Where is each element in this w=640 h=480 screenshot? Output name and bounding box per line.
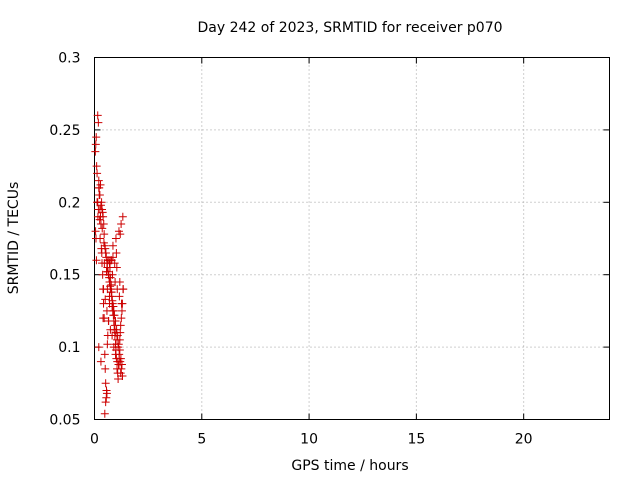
y-tick-label: 0.25 — [49, 123, 80, 139]
y-tick-label: 0.2 — [58, 195, 80, 211]
grid — [94, 57, 610, 420]
data-point — [114, 360, 123, 369]
data-point — [92, 133, 101, 142]
data-point — [117, 306, 126, 315]
data-point — [104, 270, 113, 279]
data-point — [95, 191, 104, 200]
data-point — [117, 314, 126, 323]
data-point — [110, 321, 119, 330]
data-point — [99, 238, 108, 247]
chart-title: Day 242 of 2023, SRMTID for receiver p07… — [197, 20, 502, 36]
data-point — [96, 357, 105, 366]
data-point — [100, 350, 109, 359]
data-point — [118, 212, 127, 221]
data-points — [91, 111, 128, 418]
x-tick-label: 5 — [197, 432, 206, 448]
data-point — [115, 277, 124, 286]
data-point — [116, 230, 125, 239]
data-point — [94, 118, 103, 127]
x-tick-label: 15 — [407, 432, 425, 448]
data-point — [112, 248, 121, 257]
axis-ticks: 0 5 10 15 20 0.05 0.1 0.15 0.2 0.25 0.3 — [49, 51, 610, 448]
data-point — [100, 230, 109, 239]
data-point — [92, 162, 101, 171]
data-point — [94, 205, 103, 214]
x-tick-label: 10 — [300, 432, 318, 448]
data-point — [109, 343, 118, 352]
data-point — [113, 335, 122, 344]
data-point — [101, 364, 110, 373]
data-point — [110, 311, 119, 320]
data-point — [91, 227, 100, 236]
data-point — [104, 317, 113, 326]
data-point — [105, 299, 114, 308]
data-point — [92, 256, 101, 265]
data-point — [103, 285, 112, 294]
data-point — [105, 263, 114, 272]
data-point — [97, 248, 106, 257]
data-point — [91, 147, 100, 156]
data-point — [111, 234, 120, 243]
data-point — [96, 234, 105, 243]
y-axis-label: SRMTID / TECUs — [6, 182, 22, 295]
data-point — [102, 393, 111, 402]
data-point — [93, 169, 102, 178]
data-point — [111, 317, 120, 326]
x-tick-label: 0 — [90, 432, 99, 448]
data-point — [107, 256, 116, 265]
data-point — [98, 208, 107, 217]
data-point — [102, 386, 111, 395]
y-tick-label: 0.3 — [58, 51, 80, 67]
data-point — [108, 331, 117, 340]
x-tick-label: 20 — [515, 432, 533, 448]
data-point — [91, 140, 100, 149]
y-tick-label: 0.15 — [49, 268, 80, 284]
data-point — [93, 111, 102, 120]
data-point — [93, 212, 102, 221]
data-point — [115, 292, 124, 301]
data-point — [94, 343, 103, 352]
data-point — [93, 198, 102, 207]
data-point — [96, 180, 105, 189]
data-point — [94, 176, 103, 185]
data-point — [111, 350, 120, 359]
data-point — [101, 295, 110, 304]
data-point — [117, 299, 126, 308]
data-point — [105, 292, 114, 301]
data-point — [117, 364, 126, 373]
data-point — [119, 285, 128, 294]
data-point — [100, 409, 109, 418]
data-point — [101, 398, 110, 407]
data-point — [99, 220, 108, 229]
data-point — [101, 379, 110, 388]
data-point — [112, 263, 121, 272]
data-point — [99, 314, 108, 323]
data-point — [106, 325, 115, 334]
x-axis-label: GPS time / hours — [291, 458, 408, 474]
data-point — [100, 259, 109, 268]
y-tick-label: 0.05 — [49, 413, 80, 429]
data-point — [98, 224, 107, 233]
plot-frame — [94, 57, 610, 420]
y-tick-label: 0.1 — [58, 340, 80, 356]
data-point — [117, 220, 126, 229]
data-point — [102, 306, 111, 315]
data-point — [115, 345, 124, 354]
data-point — [114, 374, 123, 383]
data-point — [114, 340, 123, 349]
data-point — [118, 372, 127, 381]
data-point — [108, 241, 117, 250]
data-point — [103, 340, 112, 349]
